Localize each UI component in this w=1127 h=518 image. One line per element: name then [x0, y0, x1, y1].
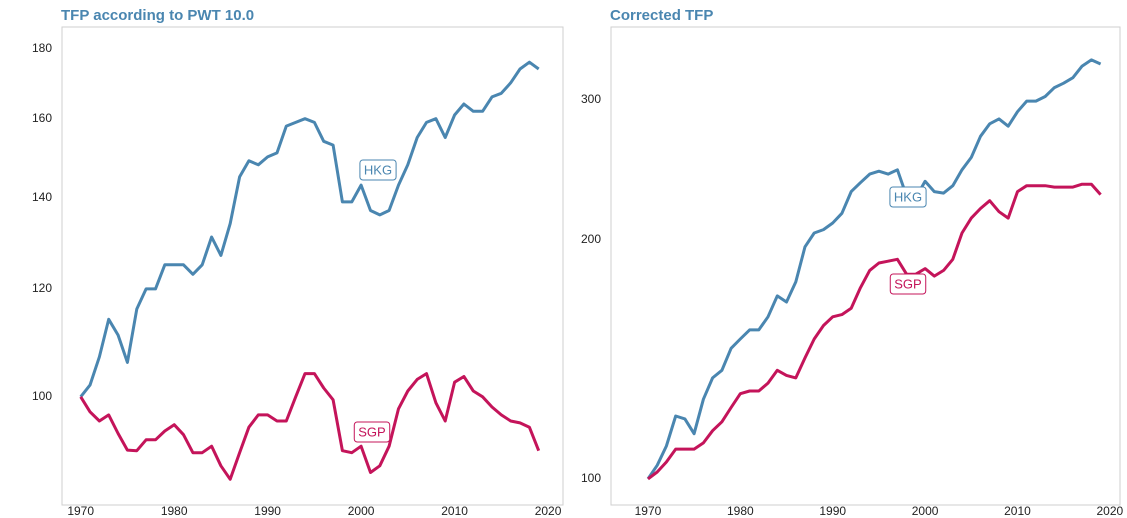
series-label: SGP	[353, 421, 391, 443]
series-name: SGP	[358, 424, 385, 439]
label-box	[889, 186, 927, 208]
series-name: SGP	[894, 276, 921, 291]
x-tick-label: 1970	[635, 504, 662, 518]
x-tick-label: 2020	[1096, 504, 1123, 518]
x-tick-label: 1990	[819, 504, 846, 518]
label-box	[353, 421, 391, 443]
x-tick-label: 2020	[535, 504, 562, 518]
chart-title: Corrected TFP	[610, 7, 713, 24]
series-label: SGP	[889, 273, 927, 295]
x-tick-label: 1970	[67, 504, 94, 518]
series-label: HKG	[889, 186, 927, 208]
x-tick-label: 1980	[161, 504, 188, 518]
x-tick-label: 2000	[348, 504, 375, 518]
series-line	[647, 182, 1102, 481]
y-tick-label: 200	[581, 232, 601, 246]
series-line	[79, 60, 540, 398]
y-tick-label: 120	[32, 281, 52, 295]
y-tick-label: 140	[32, 190, 52, 204]
series-line	[79, 372, 541, 481]
series-line	[646, 58, 1102, 480]
series-label: HKG	[359, 159, 397, 181]
y-tick-label: 180	[32, 41, 52, 55]
plot-frame	[610, 26, 1121, 506]
x-tick-label: 1990	[254, 504, 281, 518]
series-name: HKG	[894, 189, 922, 204]
x-tick-label: 2010	[441, 504, 468, 518]
plot-frame	[61, 26, 564, 506]
y-tick-label: 160	[32, 111, 52, 125]
series-name: HKG	[364, 162, 392, 177]
y-tick-label: 100	[32, 389, 52, 403]
label-box	[889, 273, 927, 295]
y-tick-label: 300	[581, 92, 601, 106]
chart-title: TFP according to PWT 10.0	[61, 7, 254, 24]
x-tick-label: 1980	[727, 504, 754, 518]
y-tick-label: 100	[581, 471, 601, 485]
label-box	[359, 159, 397, 181]
x-tick-label: 2000	[912, 504, 939, 518]
x-tick-label: 2010	[1004, 504, 1031, 518]
